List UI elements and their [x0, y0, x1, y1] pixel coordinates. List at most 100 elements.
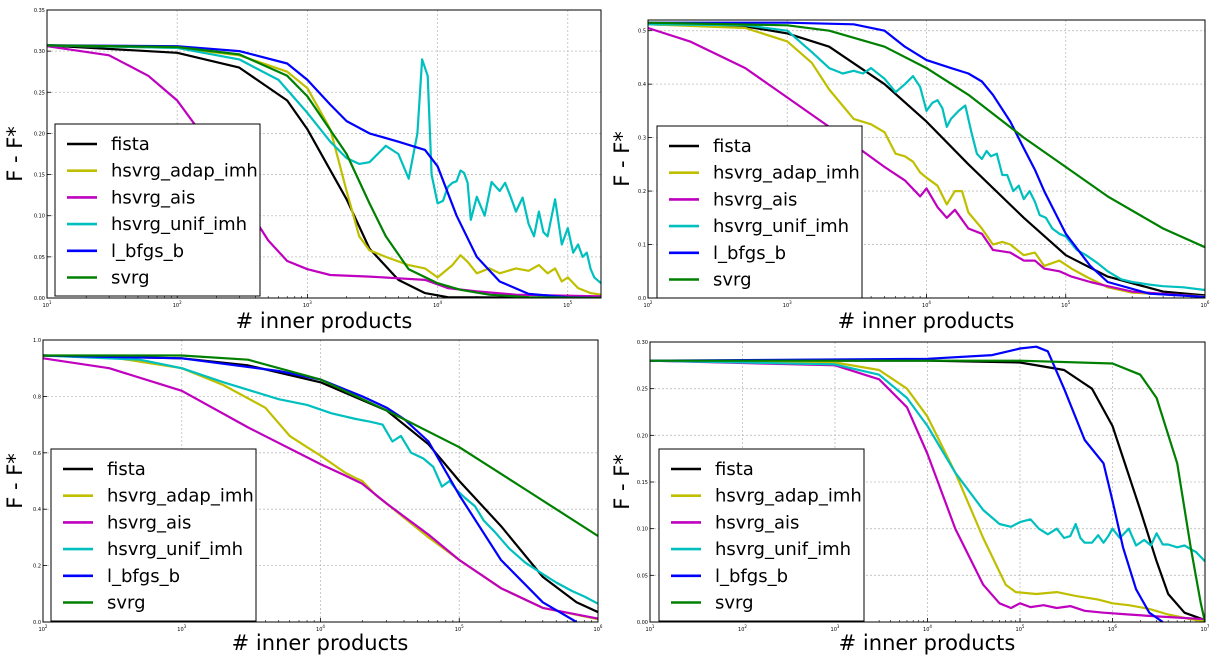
legend-label: hsvrg_adap_imh [111, 161, 258, 182]
x-tick-label: 106 [1108, 624, 1117, 633]
legend-label: l_bfgs_b [111, 241, 184, 262]
y-tick-label: 0.30 [637, 340, 648, 346]
y-tick-label: 0.6 [33, 451, 41, 457]
x-tick-label: 105 [455, 624, 464, 633]
y-tick-label: 0.25 [637, 387, 648, 393]
series-line-hsvrg-ais [43, 357, 598, 620]
legend-label: hsvrg_ais [713, 189, 797, 210]
legend-label: hsvrg_ais [111, 187, 195, 208]
series-line-hsvrg-adap-imh [650, 359, 1205, 622]
series-line-hsvrg-unif-imh [43, 354, 598, 605]
y-tick-label: 0.4 [33, 507, 41, 513]
y-tick-label: 1.0 [33, 338, 41, 344]
plot-frame [46, 9, 602, 299]
y-tick-label: 0.15 [637, 480, 648, 486]
x-tick-label: 102 [173, 300, 182, 309]
x-tick-label: 107 [1201, 624, 1210, 633]
y-tick-label: 0.25 [34, 90, 45, 96]
y-tick-label: 0.1 [638, 243, 646, 249]
y-tick-label: 0.0 [33, 620, 41, 626]
x-tick-label: 104 [316, 624, 325, 633]
y-tick-label: 0.20 [637, 433, 648, 439]
y-tick-label: 0.00 [34, 296, 45, 302]
y-tick-label: 0.2 [638, 189, 646, 195]
series-line-svrg [648, 21, 1205, 249]
plot-frame [649, 341, 1206, 623]
series-line-hsvrg-unif-imh [47, 44, 601, 285]
series-line-fista [648, 23, 1205, 297]
legend: fista hsvrg_adap_imh hsvrg_ais hsvrg_unif_i… [50, 448, 257, 622]
legend-label: hsvrg_unif_imh [713, 216, 849, 237]
y-tick-label: 0.30 [34, 49, 45, 55]
x-tick-label: 103 [303, 300, 312, 309]
legend-label: hsvrg_adap_imh [713, 163, 860, 184]
x-tick-label: 105 [563, 300, 572, 309]
series-line-hsvrg-unif-imh [648, 23, 1205, 292]
series-line-l-bfgs-b [47, 44, 601, 298]
series-line-l-bfgs-b [648, 21, 1205, 298]
x-tick-label: 101 [646, 624, 655, 633]
y-axis-label: F - F* [610, 454, 634, 510]
legend-label: fista [107, 459, 146, 480]
series-lines [43, 354, 598, 622]
y-tick-label: 0.10 [637, 527, 648, 533]
series-lines [650, 345, 1205, 622]
y-axis-label: F - F* [3, 126, 27, 182]
y-tick-label: 0.10 [34, 214, 45, 220]
series-line-hsvrg-adap-imh [648, 23, 1205, 298]
series-line-svrg [43, 354, 598, 537]
x-axis-label: # inner products [236, 309, 413, 333]
series-line-hsvrg-ais [650, 359, 1205, 621]
legend: fista hsvrg_adap_imh hsvrg_ais hsvrg_unif_i… [54, 123, 261, 297]
x-tick-label: 106 [1201, 300, 1210, 309]
legend-label: hsvrg_ais [107, 512, 191, 533]
x-tick-label: 104 [923, 624, 932, 633]
legend-label: fista [111, 134, 150, 155]
legend-box [50, 448, 257, 622]
series-line-svrg [650, 359, 1205, 622]
x-axis-label: # inner products [232, 631, 409, 655]
series-line-fista [650, 359, 1205, 622]
y-tick-label: 0.5 [638, 29, 646, 35]
legend: fista hsvrg_adap_imh hsvrg_ais hsvrg_unif_i… [658, 448, 865, 622]
legend-label: svrg [107, 593, 146, 614]
legend-box [54, 123, 261, 297]
legend-label: hsvrg_unif_imh [107, 539, 243, 560]
x-axis-label: # inner products [839, 631, 1016, 655]
series-line-l-bfgs-b [43, 354, 578, 622]
legend-box [656, 125, 863, 299]
legend-label: l_bfgs_b [107, 566, 180, 587]
chart-panel-1: 101 102 103 104 105 0.00 0.05 0.10 0.15 0.20 0.25 0… [3, 8, 602, 333]
legend-label: hsvrg_unif_imh [715, 539, 851, 560]
x-tick-label: 103 [831, 624, 840, 633]
y-tick-label: 0.0 [638, 296, 646, 302]
series-line-hsvrg-adap-imh [47, 44, 601, 296]
chart-panel-2: 102 103 104 105 106 0.0 0.1 0.2 0.3 0.4 0.5 # inner… [610, 19, 1210, 333]
legend-box [658, 448, 865, 622]
legend-label: hsvrg_unif_imh [111, 214, 247, 235]
chart-panel-3: 102 103 104 105 106 0.0 0.2 0.4 0.6 0.8 1.0 # inner… [3, 338, 603, 655]
x-tick-label: 104 [433, 300, 442, 309]
series-lines [648, 21, 1205, 298]
x-tick-label: 102 [644, 300, 653, 309]
series-line-hsvrg-unif-imh [650, 359, 1205, 563]
legend-label: l_bfgs_b [713, 243, 786, 264]
y-tick-label: 0.05 [637, 573, 648, 579]
legend-label: fista [713, 136, 752, 157]
y-tick-label: 0.15 [34, 173, 45, 179]
series-line-l-bfgs-b [650, 345, 1164, 622]
x-axis-label: # inner products [838, 309, 1015, 333]
legend-label: svrg [715, 593, 754, 614]
y-tick-label: 0.3 [638, 136, 646, 142]
y-tick-label: 0.4 [638, 82, 646, 88]
y-axis-label: F - F* [610, 131, 634, 187]
legend-label: svrg [713, 270, 752, 291]
y-tick-label: 0.35 [34, 8, 45, 14]
legend-label: hsvrg_adap_imh [107, 486, 254, 507]
series-lines [47, 44, 601, 298]
legend-label: hsvrg_ais [715, 512, 799, 533]
series-line-fista [47, 44, 601, 298]
legend: fista hsvrg_adap_imh hsvrg_ais hsvrg_unif_i… [656, 125, 863, 299]
y-axis-label: F - F* [3, 453, 27, 509]
